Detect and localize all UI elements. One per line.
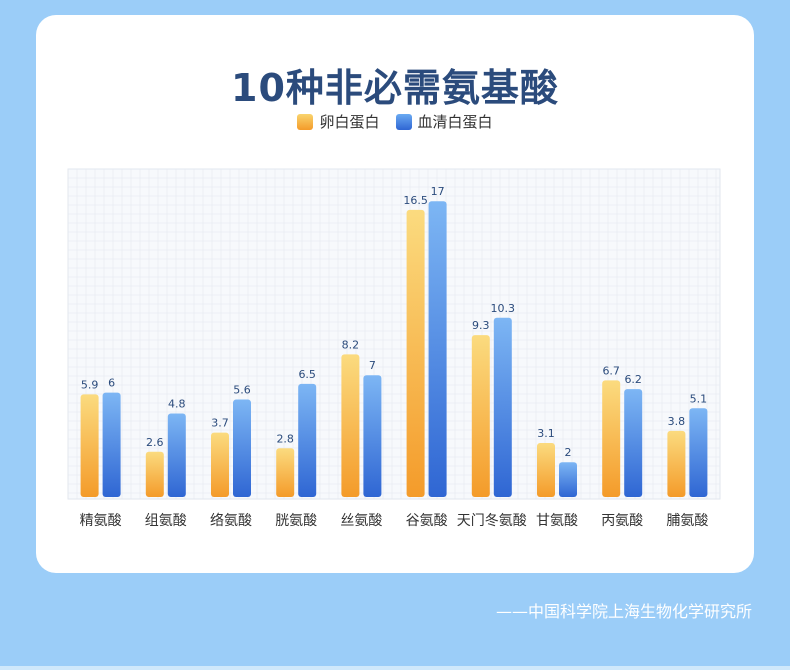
legend-swatch-blue: [395, 113, 412, 130]
data-label-series-1-5: 8.2: [342, 338, 360, 351]
plot-background: [67, 168, 721, 500]
bar-series-2-1: [102, 392, 121, 497]
bar-series-2-2: [167, 413, 186, 497]
bar-series-1-2: [145, 451, 164, 497]
data-label-series-1-4: 2.8: [276, 432, 294, 445]
legend-item-series-2: 血清白蛋白: [395, 111, 493, 132]
data-label-series-1-8: 3.1: [537, 427, 555, 440]
chart-card: 10种非必需氨基酸 卵白蛋白 血清白蛋白 5.9 6 精氨酸 2.6 4.8 组氨酸 3.7…: [36, 15, 754, 573]
data-label-series-2-6: 17: [431, 185, 445, 198]
category-label-9: 丙氨酸: [601, 513, 643, 529]
category-label-3: 络氨酸: [210, 513, 252, 529]
bar-chart: 5.9 6 精氨酸 2.6 4.8 组氨酸 3.7 5.6 络氨酸 2.8 6.5 胱氨酸 8.2 7 丝氨…: [67, 168, 721, 529]
legend: 卵白蛋白 血清白蛋白: [36, 111, 754, 132]
data-label-series-1-10: 3.8: [668, 415, 686, 428]
bar-series-1-3: [211, 432, 229, 497]
legend-item-series-1: 卵白蛋白: [297, 111, 380, 132]
bar-series-1-4: [276, 448, 295, 497]
data-label-series-2-5: 7: [369, 359, 376, 372]
bar-series-1-10: [667, 430, 686, 497]
bar-series-2-8: [559, 462, 577, 497]
bar-series-2-4: [298, 383, 317, 497]
data-label-series-1-1: 5.9: [81, 378, 99, 391]
category-label-7: 天门冬氨酸: [457, 513, 527, 529]
source-credit: ——中国科学院上海生物化学研究所: [495, 602, 752, 621]
data-label-series-2-7: 10.3: [491, 302, 516, 315]
bar-series-2-9: [624, 389, 643, 497]
bottom-strip: [0, 666, 790, 670]
category-label-6: 谷氨酸: [406, 513, 448, 529]
bar-series-2-5: [363, 375, 382, 497]
data-label-series-1-6: 16.5: [403, 194, 428, 207]
legend-label-series-1: 卵白蛋白: [319, 113, 380, 131]
data-label-series-2-3: 5.6: [233, 384, 251, 397]
category-label-4: 胱氨酸: [275, 513, 317, 529]
data-label-series-2-2: 4.8: [168, 397, 186, 410]
legend-swatch-orange: [297, 113, 314, 130]
bar-series-1-7: [471, 335, 490, 497]
category-label-1: 精氨酸: [80, 513, 122, 529]
bar-series-1-1: [80, 394, 99, 497]
data-label-series-1-9: 6.7: [602, 364, 620, 377]
bar-series-2-10: [689, 408, 708, 497]
bar-series-1-5: [341, 354, 360, 497]
data-label-series-2-1: 6: [108, 377, 115, 390]
bar-series-1-8: [537, 443, 555, 497]
data-label-series-1-7: 9.3: [472, 319, 490, 332]
data-label-series-2-9: 6.2: [624, 373, 642, 386]
data-label-series-1-3: 3.7: [211, 417, 229, 430]
category-label-5: 丝氨酸: [340, 513, 382, 529]
category-label-10: 脯氨酸: [666, 513, 708, 529]
bar-series-2-6: [428, 201, 447, 497]
data-label-series-2-10: 5.1: [690, 392, 708, 405]
bar-series-2-7: [493, 317, 512, 497]
bar-series-1-9: [602, 380, 621, 497]
bar-series-2-3: [233, 399, 251, 497]
bar-series-1-6: [406, 209, 425, 497]
category-label-8: 甘氨酸: [536, 513, 578, 529]
legend-label-series-2: 血清白蛋白: [417, 113, 493, 131]
category-label-2: 组氨酸: [145, 513, 187, 529]
data-label-series-2-4: 6.5: [298, 368, 316, 381]
data-label-series-1-2: 2.6: [146, 436, 164, 449]
data-label-series-2-8: 2: [565, 446, 572, 459]
chart-title: 10种非必需氨基酸: [231, 66, 559, 110]
